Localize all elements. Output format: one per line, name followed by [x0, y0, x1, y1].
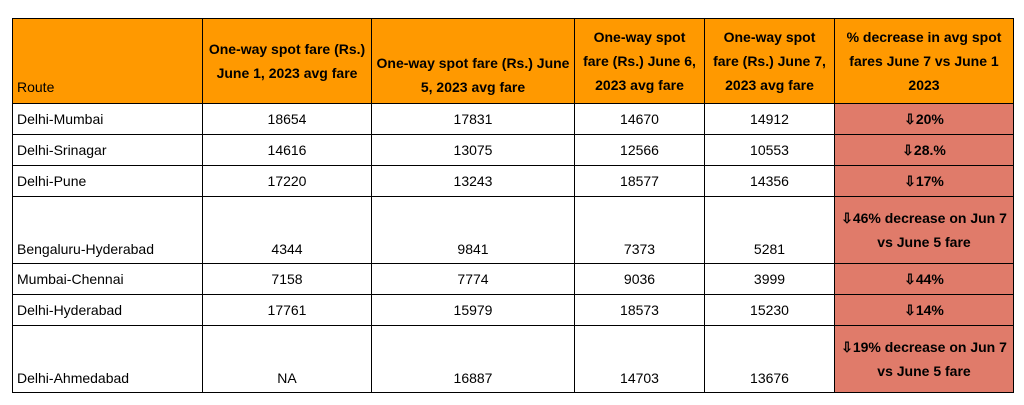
fare-june1-cell: 18654 — [202, 103, 372, 135]
pct-decrease-cell: ⇩28.% — [834, 134, 1014, 166]
route-cell: Bengaluru-Hyderabad — [12, 196, 203, 264]
fare-table: Route One-way spot fare (Rs.) June 1, 20… — [12, 18, 1014, 393]
fare-june1-cell: 17220 — [202, 165, 372, 197]
fare-june6-cell: 12566 — [574, 134, 705, 166]
pct-decrease-cell: ⇩19% decrease on Jun 7 vs June 5 fare — [834, 325, 1014, 393]
header-june5: One-way spot fare (Rs.) June 5, 2023 avg… — [371, 18, 575, 104]
header-june6: One-way spot fare (Rs.) June 6, 2023 avg… — [574, 18, 705, 104]
header-route: Route — [12, 18, 203, 104]
fare-june1-cell: 14616 — [202, 134, 372, 166]
fare-june6-cell: 18577 — [574, 165, 705, 197]
table-row: Delhi-Ahmedabad NA 16887 14703 13676 ⇩19… — [12, 325, 1014, 393]
pct-decrease-cell: ⇩46% decrease on Jun 7 vs June 5 fare — [834, 196, 1014, 264]
fare-june7-cell: 10553 — [704, 134, 835, 166]
table-row: Delhi-Hyderabad 17761 15979 18573 15230 … — [12, 294, 1014, 326]
fare-june7-cell: 14356 — [704, 165, 835, 197]
fare-june6-cell: 14670 — [574, 103, 705, 135]
fare-june5-cell: 15979 — [371, 294, 575, 326]
route-cell: Delhi-Pune — [12, 165, 203, 197]
fare-june5-cell: 13243 — [371, 165, 575, 197]
route-cell: Delhi-Ahmedabad — [12, 325, 203, 393]
fare-june7-cell: 14912 — [704, 103, 835, 135]
fare-june1-cell: NA — [202, 325, 372, 393]
fare-june5-cell: 16887 — [371, 325, 575, 393]
header-june7: One-way spot fare (Rs.) June 7, 2023 avg… — [704, 18, 835, 104]
fare-june1-cell: 4344 — [202, 196, 372, 264]
route-cell: Delhi-Srinagar — [12, 134, 203, 166]
fare-june6-cell: 9036 — [574, 263, 705, 295]
fare-june6-cell: 14703 — [574, 325, 705, 393]
route-cell: Delhi-Mumbai — [12, 103, 203, 135]
header-june1: One-way spot fare (Rs.) June 1, 2023 avg… — [202, 18, 372, 104]
header-row: Route One-way spot fare (Rs.) June 1, 20… — [12, 18, 1014, 104]
table-row: Mumbai-Chennai 7158 7774 9036 3999 ⇩44% — [12, 263, 1014, 295]
table-row: Bengaluru-Hyderabad 4344 9841 7373 5281 … — [12, 196, 1014, 264]
pct-decrease-cell: ⇩14% — [834, 294, 1014, 326]
route-cell: Mumbai-Chennai — [12, 263, 203, 295]
fare-june7-cell: 13676 — [704, 325, 835, 393]
table-row: Delhi-Srinagar 14616 13075 12566 10553 ⇩… — [12, 134, 1014, 166]
fare-june5-cell: 13075 — [371, 134, 575, 166]
fare-june1-cell: 7158 — [202, 263, 372, 295]
fare-june1-cell: 17761 — [202, 294, 372, 326]
pct-decrease-cell: ⇩20% — [834, 103, 1014, 135]
fare-june6-cell: 18573 — [574, 294, 705, 326]
header-pct-decrease: % decrease in avg spot fares June 7 vs J… — [834, 18, 1014, 104]
fare-june6-cell: 7373 — [574, 196, 705, 264]
table-row: Delhi-Pune 17220 13243 18577 14356 ⇩17% — [12, 165, 1014, 197]
fare-june5-cell: 17831 — [371, 103, 575, 135]
table-row: Delhi-Mumbai 18654 17831 14670 14912 ⇩20… — [12, 103, 1014, 135]
fare-june5-cell: 9841 — [371, 196, 575, 264]
fare-june7-cell: 5281 — [704, 196, 835, 264]
route-cell: Delhi-Hyderabad — [12, 294, 203, 326]
pct-decrease-cell: ⇩17% — [834, 165, 1014, 197]
fare-june7-cell: 3999 — [704, 263, 835, 295]
fare-june5-cell: 7774 — [371, 263, 575, 295]
pct-decrease-cell: ⇩44% — [834, 263, 1014, 295]
fare-june7-cell: 15230 — [704, 294, 835, 326]
